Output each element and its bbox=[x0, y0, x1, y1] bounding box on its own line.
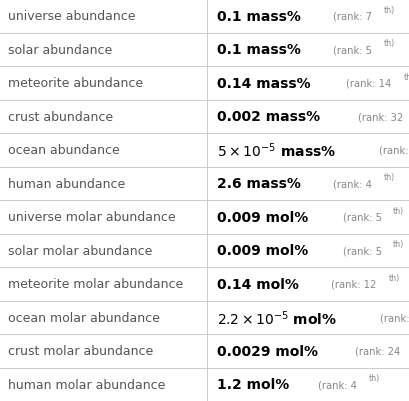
Text: th): th) bbox=[393, 239, 404, 249]
Text: 1.2 mol%: 1.2 mol% bbox=[217, 377, 289, 391]
Text: crust abundance: crust abundance bbox=[8, 110, 113, 124]
Text: (rank: 32: (rank: 32 bbox=[358, 112, 403, 122]
Text: 0.002 mass%: 0.002 mass% bbox=[217, 110, 320, 124]
Text: human abundance: human abundance bbox=[8, 177, 126, 190]
Text: th): th) bbox=[383, 172, 394, 182]
Text: (rank: 12: (rank: 12 bbox=[330, 279, 376, 289]
Text: universe molar abundance: universe molar abundance bbox=[8, 211, 176, 224]
Text: solar abundance: solar abundance bbox=[8, 44, 112, 57]
Text: ocean molar abundance: ocean molar abundance bbox=[8, 311, 160, 324]
Text: (rank: 7: (rank: 7 bbox=[333, 12, 372, 22]
Text: (rank: 4: (rank: 4 bbox=[318, 379, 357, 389]
Text: (rank: 14: (rank: 14 bbox=[346, 79, 391, 89]
Text: meteorite abundance: meteorite abundance bbox=[8, 77, 143, 90]
Text: th): th) bbox=[369, 373, 380, 382]
Text: meteorite molar abundance: meteorite molar abundance bbox=[8, 277, 183, 291]
Text: (rank: 5: (rank: 5 bbox=[343, 246, 382, 255]
Text: ocean abundance: ocean abundance bbox=[8, 144, 120, 157]
Text: human molar abundance: human molar abundance bbox=[8, 378, 166, 391]
Text: solar molar abundance: solar molar abundance bbox=[8, 244, 153, 257]
Text: (rank: 5: (rank: 5 bbox=[343, 212, 382, 222]
Text: (rank: 5: (rank: 5 bbox=[333, 45, 372, 55]
Text: th): th) bbox=[389, 273, 400, 282]
Text: $5\times10^{-5}$ mass%: $5\times10^{-5}$ mass% bbox=[217, 141, 336, 160]
Text: (rank: 15: (rank: 15 bbox=[380, 312, 409, 322]
Text: universe abundance: universe abundance bbox=[8, 10, 136, 23]
Text: 0.009 mol%: 0.009 mol% bbox=[217, 244, 308, 257]
Text: 0.14 mass%: 0.14 mass% bbox=[217, 77, 310, 91]
Text: th): th) bbox=[393, 206, 404, 215]
Text: 0.14 mol%: 0.14 mol% bbox=[217, 277, 299, 291]
Text: (rank: 15: (rank: 15 bbox=[379, 146, 409, 155]
Text: th): th) bbox=[404, 72, 409, 81]
Text: crust molar abundance: crust molar abundance bbox=[8, 344, 153, 357]
Text: 0.1 mass%: 0.1 mass% bbox=[217, 10, 301, 24]
Text: 0.1 mass%: 0.1 mass% bbox=[217, 43, 301, 57]
Text: 0.009 mol%: 0.009 mol% bbox=[217, 210, 308, 224]
Text: th): th) bbox=[384, 39, 395, 48]
Text: (rank: 24: (rank: 24 bbox=[355, 346, 400, 356]
Text: (rank: 4: (rank: 4 bbox=[333, 179, 372, 189]
Text: th): th) bbox=[384, 6, 395, 14]
Text: $2.2\times10^{-5}$ mol%: $2.2\times10^{-5}$ mol% bbox=[217, 308, 337, 327]
Text: 2.6 mass%: 2.6 mass% bbox=[217, 177, 301, 191]
Text: 0.0029 mol%: 0.0029 mol% bbox=[217, 344, 318, 358]
